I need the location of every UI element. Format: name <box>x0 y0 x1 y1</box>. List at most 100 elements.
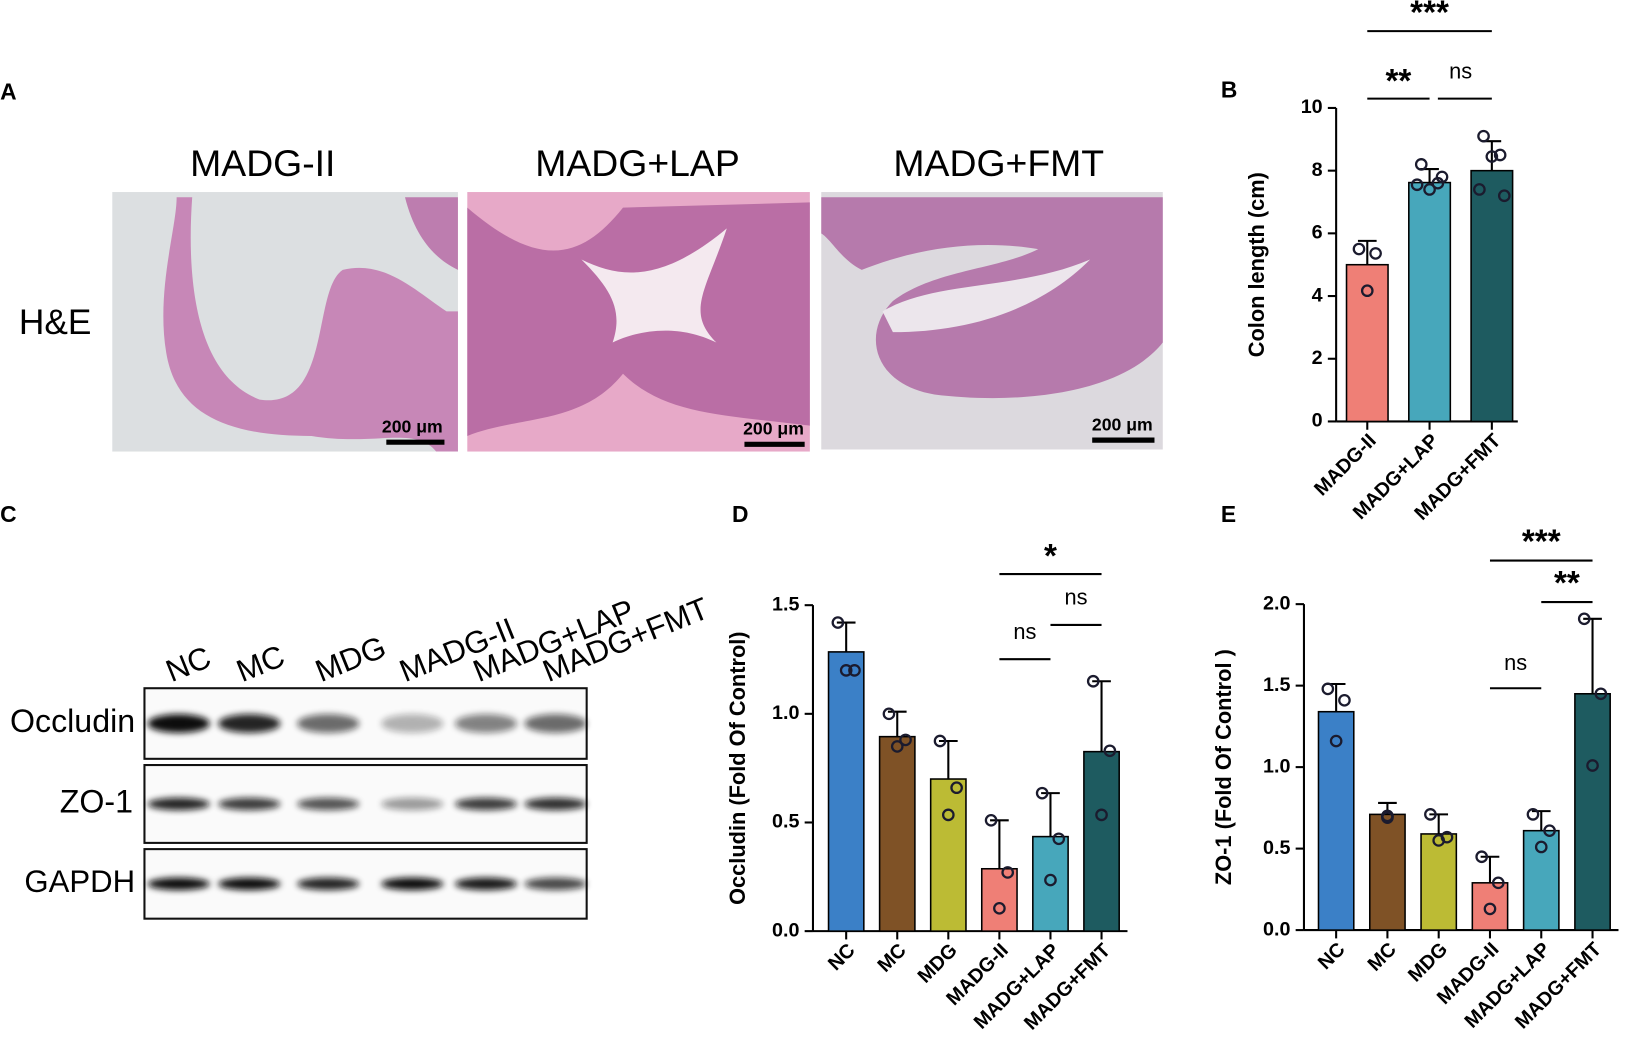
data-point <box>1369 247 1382 260</box>
bar <box>1368 813 1406 931</box>
column-title: MADG+FMT <box>893 142 1104 184</box>
blot-band <box>381 797 444 811</box>
x-tick-label: MC <box>1364 938 1401 975</box>
data-point <box>890 740 904 753</box>
data-point <box>1410 178 1424 192</box>
blot-band <box>297 714 360 733</box>
error-bar <box>1041 792 1060 837</box>
data-point <box>1534 840 1548 854</box>
blot-band <box>147 714 210 733</box>
lane-label: NC <box>161 640 216 689</box>
x-tick-label: NC <box>1314 938 1350 974</box>
data-point <box>1338 693 1351 707</box>
y-tick-label: 0.5 <box>1263 837 1290 859</box>
data-point <box>1086 674 1100 688</box>
y-axis-label: Occludin (Fold Of Control) <box>725 631 750 904</box>
data-point <box>984 813 998 827</box>
data-point <box>941 808 955 822</box>
y-tick-label: 0 <box>1312 410 1323 432</box>
y-tick-label: 8 <box>1312 159 1323 181</box>
blot-band <box>147 877 210 891</box>
data-point <box>1414 158 1428 171</box>
bar <box>1522 829 1560 931</box>
blot-band <box>297 797 360 811</box>
data-point <box>839 664 853 677</box>
bar <box>1471 882 1509 931</box>
x-tick-label: MDG <box>1404 938 1452 986</box>
error-bar <box>938 739 958 780</box>
data-point <box>1424 808 1437 821</box>
data-point <box>993 901 1006 915</box>
data-point <box>1435 170 1449 184</box>
x-tick-label: NC <box>824 939 860 975</box>
lane-label: MC <box>232 638 290 689</box>
error-bar <box>1092 680 1111 752</box>
y-axis-label: ZO-1 (Fold Of Control ) <box>1211 649 1236 885</box>
data-point <box>1321 682 1335 696</box>
data-point <box>1103 744 1117 758</box>
y-axis-label: Colon length (cm) <box>1244 172 1269 357</box>
histology-image <box>112 192 1163 452</box>
bar <box>1083 750 1120 932</box>
bar <box>1317 710 1355 931</box>
significance-label: ns <box>1064 585 1087 610</box>
data-point <box>1052 832 1066 846</box>
blot-band <box>381 714 444 733</box>
y-tick-label: 0.5 <box>772 811 799 833</box>
bar <box>827 651 865 932</box>
data-point <box>848 664 861 677</box>
data-point <box>1423 183 1436 196</box>
panel-label: A <box>0 78 17 104</box>
data-point <box>1485 150 1499 163</box>
blot-band <box>218 877 281 891</box>
error-bar <box>1429 813 1449 834</box>
y-tick-label: 0.0 <box>1263 918 1290 940</box>
data-point <box>1586 759 1599 772</box>
significance-label: ** <box>1554 565 1580 602</box>
data-point <box>1577 612 1591 626</box>
error-bar <box>1357 239 1377 265</box>
data-point <box>882 707 896 721</box>
error-bar <box>1531 810 1551 831</box>
data-point <box>1095 808 1108 822</box>
data-point <box>1594 687 1608 701</box>
row-label: ZO-1 <box>60 783 133 819</box>
blot-band <box>218 714 281 733</box>
blot-frame <box>143 687 588 760</box>
y-tick-label: 1.0 <box>1263 755 1290 777</box>
column-title: MADG+LAP <box>535 142 740 184</box>
error-bar <box>836 621 856 652</box>
error-bar <box>1480 855 1500 883</box>
panel-label: E <box>1221 501 1236 527</box>
panel-label: C <box>0 501 17 527</box>
data-point <box>1035 786 1049 800</box>
scale-bar-label: 200 μm <box>1092 414 1153 434</box>
blot-band <box>381 877 444 891</box>
error-bar <box>990 819 1009 869</box>
blot-frame <box>143 764 588 844</box>
blot-band <box>454 797 518 811</box>
y-tick-label: 1.5 <box>772 593 799 615</box>
bar <box>1345 263 1389 423</box>
scale-bar-label: 200 μm <box>382 416 443 436</box>
blot-band <box>147 797 210 811</box>
significance-label: * <box>1044 538 1057 575</box>
significance-label: *** <box>1522 524 1561 561</box>
data-point <box>1483 902 1497 916</box>
bar <box>1032 835 1069 932</box>
bar <box>980 867 1018 932</box>
column-title: MADG-II <box>190 142 335 184</box>
data-point <box>1381 809 1394 823</box>
panel-label: D <box>732 501 749 527</box>
error-bar <box>1583 617 1602 694</box>
blot-band <box>454 714 518 733</box>
bar <box>929 778 967 932</box>
data-point <box>1432 834 1446 847</box>
data-point <box>1044 873 1057 887</box>
significance-label: ns <box>1013 619 1036 644</box>
bar <box>1470 169 1514 423</box>
row-label: H&E <box>19 303 92 342</box>
y-tick-label: 4 <box>1312 284 1323 306</box>
